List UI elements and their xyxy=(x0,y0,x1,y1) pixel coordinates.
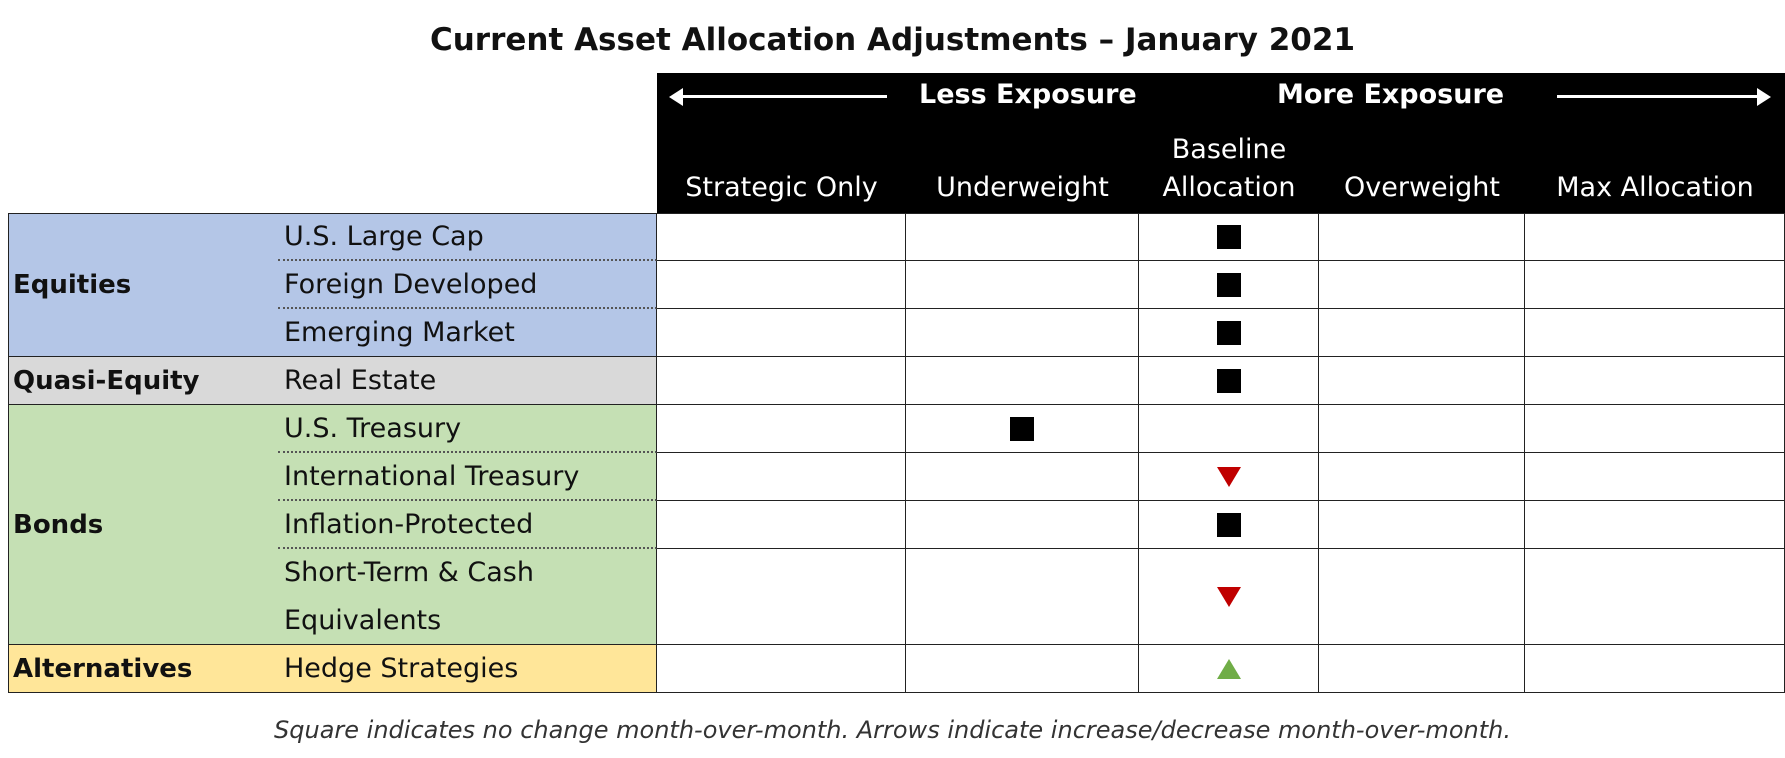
table-cell xyxy=(906,309,1139,357)
table-cell xyxy=(906,549,1139,645)
no-change-square-icon xyxy=(1216,320,1241,345)
table-cell xyxy=(1525,405,1785,453)
row-label: Foreign Developed xyxy=(278,261,657,309)
legend-footnote: Square indicates no change month-over-mo… xyxy=(274,716,1511,744)
no-change-square-icon xyxy=(1216,272,1241,297)
table-cell xyxy=(906,405,1139,453)
no-change-square-icon xyxy=(1010,416,1034,441)
table-cell xyxy=(1525,309,1785,357)
table-cell xyxy=(906,453,1139,501)
table-cell xyxy=(1319,309,1525,357)
table-cell xyxy=(1319,405,1525,453)
table-cell xyxy=(1319,261,1525,309)
table-cell xyxy=(1139,213,1319,261)
no-change-square-icon xyxy=(1216,225,1241,249)
category-alternatives: Alternatives xyxy=(8,645,278,693)
table-cell xyxy=(1319,645,1525,693)
arrow-left-icon xyxy=(669,88,683,106)
table-cell xyxy=(657,453,906,501)
table-cell xyxy=(1319,357,1525,405)
table-cell xyxy=(657,213,906,261)
table-cell xyxy=(657,549,906,645)
decrease-arrow-icon xyxy=(1216,586,1241,607)
table-cell xyxy=(1139,645,1319,693)
table-cell xyxy=(1525,261,1785,309)
table-cell xyxy=(1525,357,1785,405)
table-cell xyxy=(1139,453,1319,501)
table-cell xyxy=(1139,261,1319,309)
table-cell xyxy=(1139,501,1319,549)
table-cell xyxy=(1139,405,1319,453)
row-label: Hedge Strategies xyxy=(278,645,657,693)
category-bonds: Bonds xyxy=(8,405,278,645)
table-cell xyxy=(1319,501,1525,549)
category-quasi-equity: Quasi-Equity xyxy=(8,357,278,405)
table-cell xyxy=(1319,453,1525,501)
table-cell xyxy=(1139,309,1319,357)
table-cell xyxy=(906,357,1139,405)
table-cell xyxy=(1139,549,1319,645)
row-label: Real Estate xyxy=(278,357,657,405)
no-change-square-icon xyxy=(1216,512,1241,537)
table-cell xyxy=(1525,549,1785,645)
row-label: Emerging Market xyxy=(278,309,657,357)
table-cell xyxy=(1319,213,1525,261)
table-cell xyxy=(657,501,906,549)
page-title: Current Asset Allocation Adjustments – J… xyxy=(429,22,1356,58)
arrow-right-icon xyxy=(1757,88,1771,106)
arrow-right-line xyxy=(1557,95,1757,98)
arrow-left-line xyxy=(677,95,887,98)
table-cell xyxy=(1139,357,1319,405)
table-cell xyxy=(1525,213,1785,261)
table-cell xyxy=(1525,453,1785,501)
col-header-baseline-allocation: Baseline Allocation xyxy=(1162,134,1296,203)
row-label: U.S. Treasury xyxy=(278,405,657,453)
col-header-overweight: Overweight xyxy=(1344,172,1500,203)
row-label: Short-Term & Cash Equivalents xyxy=(278,549,657,645)
increase-arrow-icon xyxy=(1216,658,1241,679)
table-cell xyxy=(906,261,1139,309)
table-cell xyxy=(657,357,906,405)
exposure-header: Less Exposure More Exposure xyxy=(657,73,1785,213)
row-label: Inflation-Protected xyxy=(278,501,657,549)
table-cell xyxy=(657,309,906,357)
col-header-underweight: Underweight xyxy=(936,172,1109,203)
no-change-square-icon xyxy=(1216,368,1241,393)
col-header-max-allocation: Max Allocation xyxy=(1556,172,1754,203)
table-cell xyxy=(657,405,906,453)
more-exposure-label: More Exposure xyxy=(1277,79,1505,110)
decrease-arrow-icon xyxy=(1216,466,1241,487)
row-label: U.S. Large Cap xyxy=(278,213,657,261)
less-exposure-label: Less Exposure xyxy=(919,79,1137,110)
table-cell xyxy=(906,213,1139,261)
category-equities: Equities xyxy=(8,213,278,357)
row-label: International Treasury xyxy=(278,453,657,501)
table-cell xyxy=(906,645,1139,693)
table-cell xyxy=(1319,549,1525,645)
table-cell xyxy=(657,261,906,309)
col-header-strategic-only: Strategic Only xyxy=(685,172,878,203)
table-cell xyxy=(1525,501,1785,549)
table-cell xyxy=(657,645,906,693)
table-cell xyxy=(1525,645,1785,693)
table-cell xyxy=(906,501,1139,549)
allocation-table: Less Exposure More Exposure Strategic On… xyxy=(8,73,1785,693)
